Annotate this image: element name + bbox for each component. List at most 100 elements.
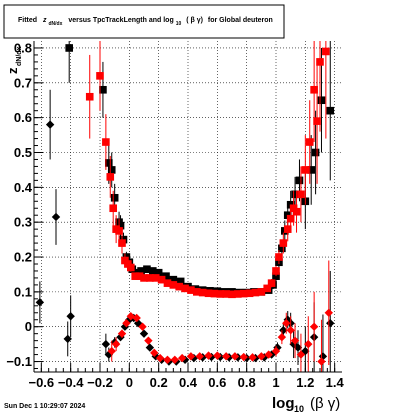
footer-timestamp: Sun Dec 1 10:29:07 2024: [4, 403, 85, 410]
x-tick-label: 0: [126, 375, 133, 390]
data-point: [122, 319, 131, 328]
data-point: [216, 290, 225, 298]
data-point: [181, 284, 189, 293]
data-point: [264, 350, 273, 359]
data-point: [316, 58, 324, 66]
x-tick-label: 1: [272, 375, 279, 390]
data-point: [245, 289, 254, 298]
data-point: [286, 214, 295, 223]
data-point: [304, 339, 313, 349]
data-point: [311, 148, 320, 157]
data-point: [296, 350, 306, 359]
data-point: [138, 322, 147, 331]
data-point: [293, 343, 303, 352]
data-point: [144, 336, 153, 345]
data-point: [169, 281, 178, 289]
data-point: [154, 268, 163, 277]
data-point: [301, 166, 310, 174]
data-point: [257, 288, 266, 296]
data-point: [157, 275, 166, 284]
data-point: [204, 351, 213, 360]
data-point: [239, 352, 248, 362]
data-point: [275, 253, 283, 261]
data-point: [198, 288, 207, 297]
data-point: [107, 166, 116, 174]
data-point: [35, 298, 45, 307]
data-point: [96, 72, 104, 80]
data-point: [187, 286, 195, 294]
data-point: [169, 275, 178, 284]
data-point: [248, 353, 257, 362]
data-point: [309, 322, 319, 331]
svg-text:(β γ): (β γ): [310, 395, 340, 412]
y-tick-label: 0.4: [14, 180, 33, 195]
x-tick-label: −0.4: [58, 375, 84, 390]
data-point: [279, 239, 288, 247]
data-point: [277, 332, 287, 342]
x-axis-label: log 10 (β γ): [272, 395, 340, 414]
series-4: [107, 260, 333, 372]
data-point: [326, 319, 335, 328]
data-point: [106, 173, 115, 181]
data-point: [135, 272, 144, 280]
svg-text:dN/dx: dN/dx: [16, 46, 23, 66]
data-point: [239, 289, 248, 298]
data-point: [234, 290, 242, 298]
data-point: [117, 329, 127, 338]
x-tick-label: 1.2: [296, 375, 314, 390]
y-tick-label: 0: [25, 319, 32, 334]
data-point: [324, 308, 333, 317]
data-point: [163, 279, 172, 287]
data-point: [66, 312, 75, 321]
data-point: [131, 272, 139, 280]
x-tick-label: −0.2: [87, 375, 113, 390]
data-point: [45, 120, 55, 129]
y-tick-label: 0.3: [14, 215, 32, 230]
data-point: [110, 193, 119, 202]
data-point: [230, 352, 240, 361]
data-point: [109, 204, 117, 213]
data-point: [170, 355, 179, 365]
data-point: [290, 336, 300, 345]
x-tick-label: 1.4: [326, 375, 345, 390]
data-point: [186, 352, 196, 361]
y-tick-label: 0.8: [14, 40, 32, 55]
data-point: [195, 352, 204, 361]
data-point: [286, 325, 295, 335]
data-point: [116, 221, 125, 230]
data-point: [193, 288, 201, 296]
data-point: [310, 85, 318, 94]
data-point: [101, 339, 111, 349]
y-tick-label: 0.2: [14, 250, 32, 265]
data-point: [163, 355, 172, 365]
data-point: [213, 351, 222, 360]
x-tick-label: 0.4: [179, 375, 198, 390]
data-point: [297, 190, 305, 199]
data-point: [307, 166, 315, 174]
data-point: [140, 274, 148, 282]
x-tick-label: −0.6: [28, 375, 54, 390]
y-tick-label: 0.7: [14, 75, 32, 90]
data-point: [137, 267, 145, 275]
x-tick-label: 0.8: [238, 375, 256, 390]
series-2: [85, 41, 330, 299]
data-point: [210, 289, 219, 298]
data-point: [291, 190, 299, 199]
data-point: [162, 272, 170, 280]
x-tick-label: 0.6: [208, 375, 226, 390]
title-box: [3, 4, 285, 39]
data-point: [155, 353, 165, 363]
data-point: [279, 325, 288, 335]
data-point: [251, 288, 260, 297]
data-point: [107, 346, 116, 356]
data-point: [317, 357, 326, 366]
data-point: [189, 353, 199, 363]
data-point: [65, 44, 73, 52]
data-point: [295, 176, 304, 185]
data-point: [149, 267, 157, 275]
data-point: [105, 159, 113, 167]
data-layer: [35, 41, 335, 372]
data-point: [111, 339, 121, 349]
data-point: [272, 267, 280, 275]
y-tick-label: 0.5: [14, 145, 32, 160]
